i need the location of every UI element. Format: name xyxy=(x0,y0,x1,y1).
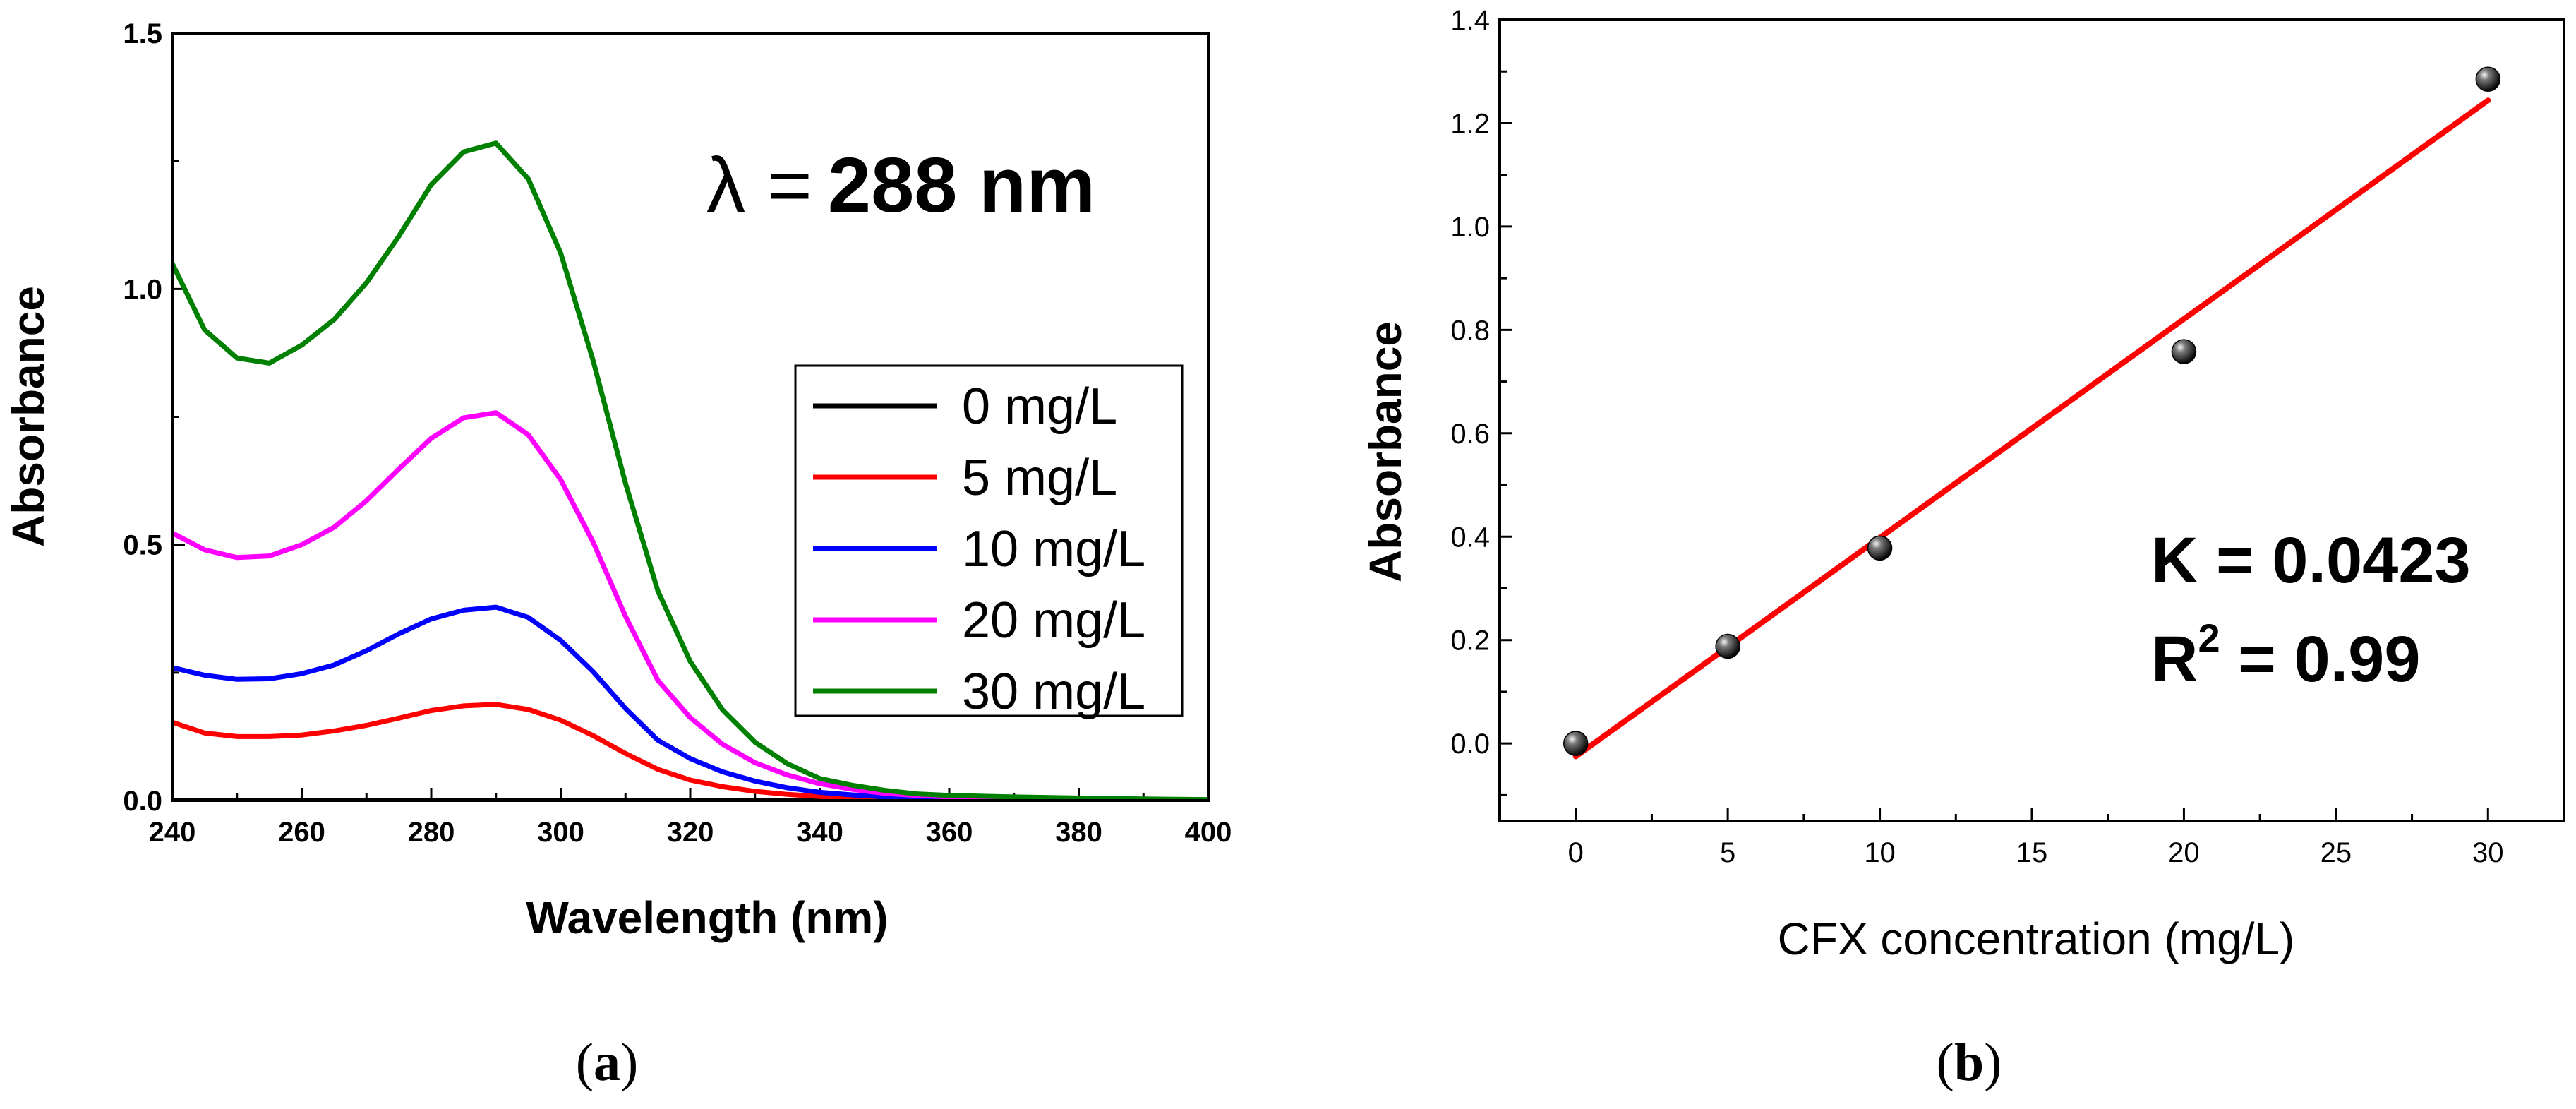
chart-a: 240 260 280 300 320 340 360 380 4000.00.51.01.5 … xyxy=(3,18,1232,943)
chart-a-x-tick-label: 240 xyxy=(149,817,196,848)
chart-b-annotation-r-value: = 0.99 xyxy=(2220,623,2421,695)
chart-a-plot-frame xyxy=(171,32,1210,802)
chart-b-y-tick-label: 1.4 xyxy=(1450,5,1490,36)
chart-b-y-tick-label: 1.2 xyxy=(1450,108,1490,139)
chart-b-x-tick-label: 10 xyxy=(1864,837,1896,868)
chart-a-ticks: 240 260 280 300 320 340 360 380 400 0.0 0.5 1.0 1.5 xyxy=(123,18,1232,848)
chart-b-annotation-r2: R2 = 0.99 xyxy=(2151,616,2421,695)
chart-a-annotation-value: 288 nm xyxy=(828,142,1095,229)
panel-label-b: (b) xyxy=(1937,1033,2002,1092)
chart-b-data-point xyxy=(2475,66,2501,92)
chart-a-x-tick-label: 340 xyxy=(796,817,843,848)
chart-a-legend-label: 20 mg/L xyxy=(962,592,1145,649)
panel-label-a-letter: a xyxy=(594,1033,620,1092)
chart-a-x-tick-label: 360 xyxy=(926,817,973,848)
chart-a-x-tick-label: 280 xyxy=(408,817,455,848)
panel-label-b-letter: b xyxy=(1954,1033,1984,1092)
chart-b-y-tick-label: 0.4 xyxy=(1450,522,1490,553)
chart-a-legend: 0 mg/L 5 mg/L 10 mg/L 20 mg/L 30 mg/L xyxy=(794,364,1184,720)
chart-b-y-axis-label: Absorbance xyxy=(1360,321,1411,582)
chart-b-data-point xyxy=(2171,339,2197,364)
chart-b-y-tick-label: 0.8 xyxy=(1450,315,1490,346)
chart-b-y-tick-label: 1.0 xyxy=(1450,212,1490,243)
chart-b-x-axis-label: CFX concentration (mg/L) xyxy=(1778,913,2295,964)
chart-a-legend-label: 0 mg/L xyxy=(962,378,1117,435)
chart-a-series-line-4 xyxy=(172,140,1208,801)
chart-b-x-tick-label: 20 xyxy=(2168,837,2200,868)
chart-a-y-tick-label: 0.0 xyxy=(123,786,162,817)
chart-b-annotation-r-sup: 2 xyxy=(2198,616,2220,660)
chart-b-data-point xyxy=(1867,535,1893,561)
chart-b-x-tick-label: 15 xyxy=(2016,837,2048,868)
chart-b-ticks: 0 5 10 15 20 25 30 0.0 0.2 0.4 0.6 0.8 1.0 1.2 1.4 xyxy=(1450,5,2565,868)
chart-a-x-tick-label: 260 xyxy=(278,817,325,848)
chart-a-y-tick-label: 0.5 xyxy=(123,530,162,561)
chart-a-legend-label: 30 mg/L xyxy=(962,664,1145,720)
chart-b-data-point xyxy=(1563,731,1589,756)
chart-a-annotation: λ = 288 nm xyxy=(706,142,1095,229)
chart-a-x-axis-label: Wavelength (nm) xyxy=(526,892,888,943)
chart-a-y-axis-label: Absorbance xyxy=(3,286,54,547)
chart-a-x-tick-label: 320 xyxy=(667,817,714,848)
chart-b-y-tick-label: 0.0 xyxy=(1450,729,1490,760)
chart-b: 0 5 10 15 20 25 30 0.0 0.2 0.4 0.6 0.8 1.0 1.2 1.4 CFX… xyxy=(1360,5,2565,964)
chart-b-annotation-r-base: R xyxy=(2151,623,2198,695)
chart-b-x-tick-label: 5 xyxy=(1720,837,1735,868)
chart-b-data-point xyxy=(1715,633,1740,659)
panel-label-a: (a) xyxy=(576,1033,639,1092)
chart-b-points xyxy=(1563,66,2501,756)
chart-b-y-tick-label: 0.2 xyxy=(1450,625,1490,657)
chart-a-annotation-prefix: λ = xyxy=(706,142,812,229)
chart-b-plot-frame xyxy=(1498,18,2565,822)
chart-b-x-tick-label: 30 xyxy=(2472,837,2504,868)
chart-a-x-tick-label: 400 xyxy=(1185,817,1232,848)
chart-a-x-tick-label: 380 xyxy=(1055,817,1102,848)
chart-b-x-tick-label: 0 xyxy=(1568,837,1584,868)
chart-b-x-tick-label: 25 xyxy=(2321,837,2352,868)
chart-a-legend-label: 10 mg/L xyxy=(962,521,1145,577)
chart-a-legend-frame xyxy=(794,364,1184,717)
chart-b-annotation-k: K = 0.0423 xyxy=(2151,524,2471,597)
chart-b-y-tick-label: 0.6 xyxy=(1450,419,1490,450)
chart-a-legend-label: 5 mg/L xyxy=(962,450,1117,506)
chart-a-y-tick-label: 1.0 xyxy=(123,274,162,305)
chart-a-x-tick-label: 300 xyxy=(537,817,584,848)
chart-a-y-tick-label: 1.5 xyxy=(123,18,162,49)
